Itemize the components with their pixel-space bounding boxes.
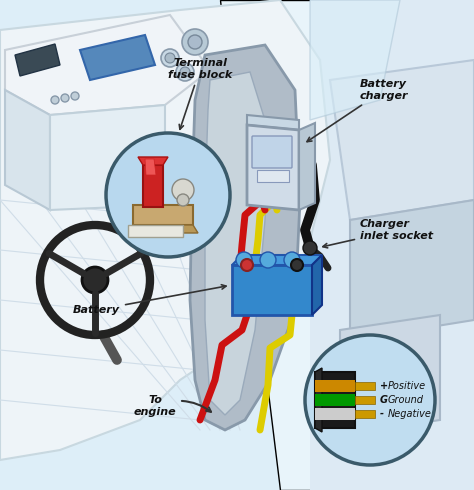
Polygon shape — [220, 0, 474, 490]
Polygon shape — [133, 225, 198, 233]
Text: Battery: Battery — [73, 285, 226, 315]
Polygon shape — [15, 44, 60, 76]
Polygon shape — [232, 255, 322, 265]
Polygon shape — [145, 159, 156, 175]
Circle shape — [51, 96, 59, 104]
Text: -: - — [380, 409, 384, 419]
FancyBboxPatch shape — [252, 136, 292, 168]
Polygon shape — [143, 165, 163, 207]
Polygon shape — [340, 315, 440, 435]
Circle shape — [305, 335, 435, 465]
Polygon shape — [315, 372, 355, 428]
Text: Terminal
fuse block: Terminal fuse block — [168, 58, 232, 129]
Circle shape — [71, 92, 79, 100]
Circle shape — [176, 63, 194, 81]
Text: To
engine: To engine — [134, 395, 211, 416]
Circle shape — [303, 241, 317, 255]
Polygon shape — [128, 225, 183, 237]
Polygon shape — [355, 382, 375, 390]
Polygon shape — [5, 15, 210, 115]
Polygon shape — [0, 0, 330, 460]
Circle shape — [177, 194, 189, 206]
Polygon shape — [133, 205, 193, 225]
Polygon shape — [232, 265, 312, 315]
Polygon shape — [205, 72, 268, 415]
Circle shape — [236, 252, 252, 268]
Polygon shape — [355, 410, 375, 418]
Text: Negative: Negative — [388, 409, 432, 419]
Polygon shape — [299, 123, 315, 210]
Polygon shape — [315, 368, 322, 432]
Text: G: G — [380, 395, 388, 405]
Circle shape — [291, 259, 303, 271]
Circle shape — [182, 29, 208, 55]
Circle shape — [188, 35, 202, 49]
Circle shape — [161, 49, 179, 67]
Polygon shape — [315, 380, 355, 392]
Polygon shape — [138, 157, 168, 165]
Text: Battery
charger: Battery charger — [307, 79, 409, 142]
Polygon shape — [315, 394, 355, 406]
Polygon shape — [310, 0, 400, 120]
Polygon shape — [330, 60, 474, 220]
Circle shape — [106, 133, 230, 257]
Polygon shape — [312, 255, 322, 315]
Polygon shape — [50, 105, 165, 210]
Circle shape — [260, 252, 276, 268]
Polygon shape — [247, 125, 299, 210]
Polygon shape — [190, 45, 300, 430]
Circle shape — [172, 179, 194, 201]
Circle shape — [284, 252, 300, 268]
Circle shape — [241, 259, 253, 271]
Polygon shape — [355, 396, 375, 404]
Polygon shape — [247, 115, 299, 130]
Text: Positive: Positive — [388, 381, 426, 391]
Circle shape — [82, 267, 108, 293]
Circle shape — [61, 94, 69, 102]
Polygon shape — [5, 90, 50, 210]
Circle shape — [180, 67, 190, 77]
Polygon shape — [310, 0, 474, 490]
Circle shape — [165, 53, 175, 63]
Polygon shape — [315, 408, 355, 420]
Text: Charger
inlet socket: Charger inlet socket — [323, 219, 433, 248]
Text: +: + — [380, 381, 388, 391]
Text: Ground: Ground — [388, 395, 424, 405]
Bar — [257, 170, 289, 182]
Polygon shape — [80, 35, 155, 80]
Polygon shape — [350, 200, 474, 340]
